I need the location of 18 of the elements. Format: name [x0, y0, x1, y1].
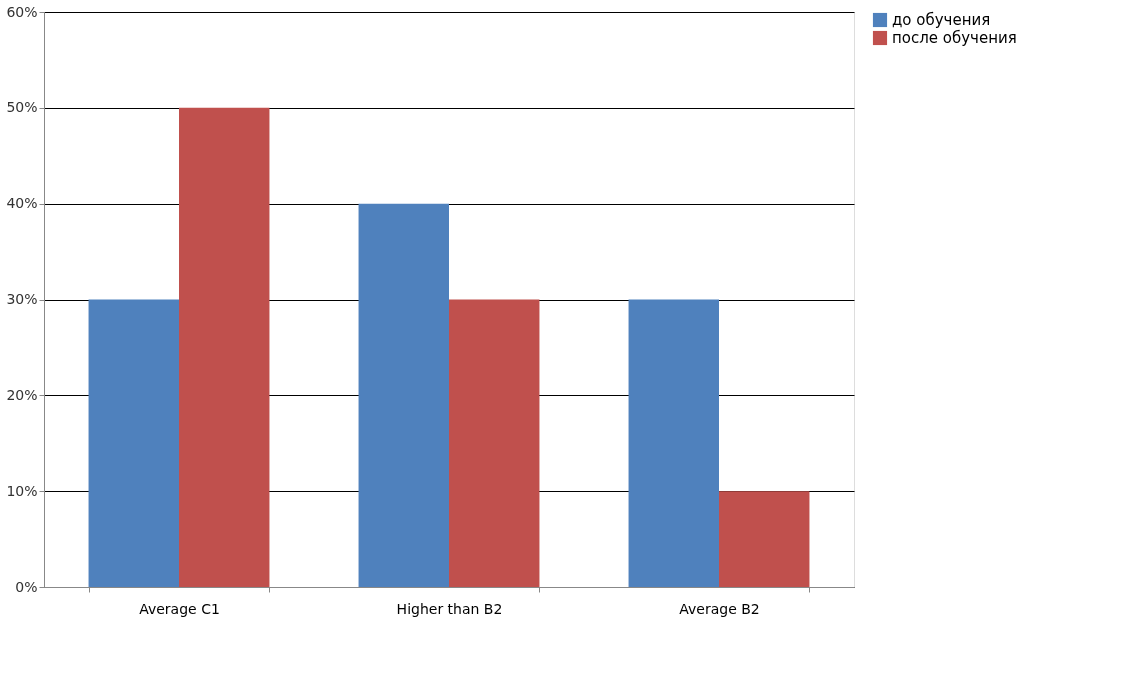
y-tick-label: 30%	[6, 291, 38, 307]
bar	[179, 107, 270, 587]
legend-label: до обучения	[892, 11, 991, 29]
y-tick-label: 10%	[6, 482, 38, 499]
y-tick-label: 40%	[6, 195, 38, 212]
y-tick-label: 50%	[6, 99, 38, 116]
y-tick-label: 20%	[6, 386, 38, 403]
bar	[358, 203, 449, 587]
bar	[719, 491, 810, 587]
bar	[628, 299, 719, 587]
y-tick-label: 60%	[6, 3, 38, 20]
bar	[88, 299, 179, 587]
x-tick-label: Average C1	[139, 600, 220, 617]
legend-label: после обучения	[892, 29, 1017, 47]
x-tick-label: Higher than B2	[396, 600, 503, 617]
x-tick-label: Average B2	[679, 600, 760, 617]
y-tick-label: 0%	[15, 578, 38, 595]
bar	[449, 299, 540, 587]
